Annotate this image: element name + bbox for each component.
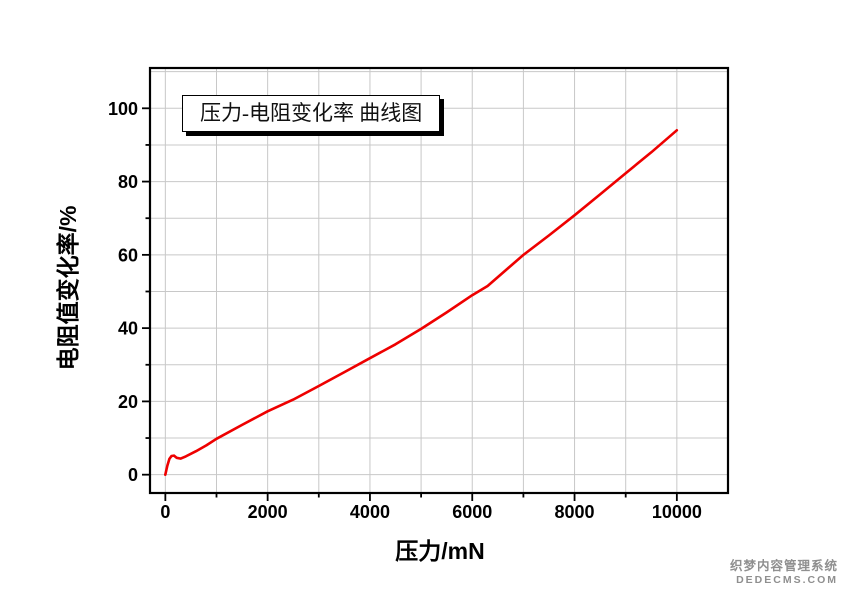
y-tick-label: 40 — [118, 319, 138, 339]
watermark-site-name: 织梦内容管理系统 — [729, 559, 838, 573]
x-tick-label: 10000 — [652, 502, 702, 522]
chart-title: 压力-电阻变化率 曲线图 — [200, 101, 423, 125]
y-tick-label: 80 — [118, 172, 138, 192]
series-line — [164, 129, 679, 477]
x-tick-label: 6000 — [452, 502, 492, 522]
x-axis-label: 压力/mN — [395, 538, 485, 564]
x-tick-label: 8000 — [555, 502, 595, 522]
x-tick-label: 2000 — [248, 502, 288, 522]
watermark-domain: DEDECMS.COM — [736, 574, 838, 586]
y-axis-label: 电阻值变化率/% — [55, 205, 81, 371]
x-tick-label: 0 — [160, 502, 170, 522]
y-tick-label: 100 — [108, 99, 138, 119]
y-tick-label: 0 — [128, 465, 138, 485]
x-tick-label: 4000 — [350, 502, 390, 522]
y-tick-label: 20 — [118, 392, 138, 412]
y-tick-label: 60 — [118, 245, 138, 265]
watermark: 织梦内容管理系统 DEDECMS.COM — [730, 555, 838, 586]
chart-title-box: 压力-电阻变化率 曲线图 — [182, 95, 441, 132]
plot-frame — [148, 66, 730, 495]
